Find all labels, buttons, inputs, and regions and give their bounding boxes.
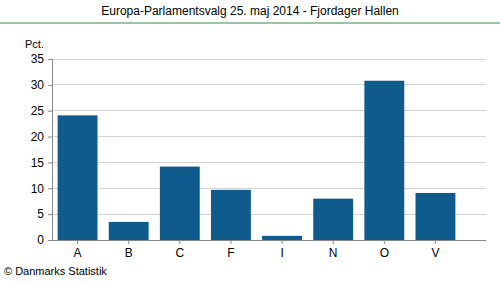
title-rule	[0, 23, 500, 24]
y-tick-mark	[48, 188, 52, 189]
bar	[160, 167, 200, 240]
x-tick-mark	[179, 240, 180, 244]
y-axis: 0 5 10 15 20 25 30 35	[31, 52, 53, 247]
x-tick-label: I	[280, 246, 283, 260]
bar	[58, 115, 98, 240]
y-tick-mark	[48, 85, 52, 86]
x-tick-mark	[333, 240, 334, 244]
x-tick-label: C	[175, 246, 184, 260]
bar	[109, 222, 149, 240]
grid-line	[52, 59, 486, 60]
x-tick-label: B	[125, 246, 133, 260]
x-tick: B	[125, 240, 133, 260]
bar	[313, 199, 353, 240]
y-tick-mark	[48, 162, 52, 163]
y-tick-mark	[48, 137, 52, 138]
y-tick: 20	[31, 130, 52, 144]
y-tick: 35	[31, 52, 52, 66]
grid-line	[52, 110, 486, 111]
x-tick-mark	[230, 240, 231, 244]
x-tick-label: O	[380, 246, 389, 260]
y-tick: 0	[37, 233, 52, 247]
y-tick-label: 5	[37, 207, 44, 221]
x-tick: V	[431, 240, 439, 260]
x-tick: A	[74, 240, 82, 260]
y-tick-label: 20	[31, 130, 45, 144]
grid-line	[52, 84, 486, 85]
y-tick-label: 35	[31, 52, 45, 66]
bar	[262, 236, 302, 240]
bar	[211, 190, 251, 240]
x-tick-mark	[384, 240, 385, 244]
source-note: © Danmarks Statistik	[4, 265, 107, 277]
y-tick-label: 15	[31, 156, 45, 170]
x-tick: N	[329, 240, 338, 260]
y-tick-mark	[48, 59, 52, 60]
grid-line	[52, 188, 486, 189]
x-tick: F	[227, 240, 234, 260]
x-tick-label: N	[329, 246, 338, 260]
chart-title: Europa-Parlamentsvalg 25. maj 2014 - Fjo…	[101, 4, 399, 18]
chart-container: Europa-Parlamentsvalg 25. maj 2014 - Fjo…	[0, 0, 500, 282]
y-tick-label: 0	[37, 233, 44, 247]
y-tick-mark	[48, 214, 52, 215]
x-tick-label: V	[431, 246, 439, 260]
y-tick: 5	[37, 207, 52, 221]
x-tick-label: A	[74, 246, 82, 260]
x-tick-mark	[77, 240, 78, 244]
grid-line	[52, 136, 486, 137]
grid-line	[52, 162, 486, 163]
y-tick: 15	[31, 156, 52, 170]
grid	[52, 59, 486, 240]
y-tick-mark	[48, 111, 52, 112]
bar	[364, 81, 404, 240]
y-tick: 10	[31, 182, 52, 196]
chart-svg: Europa-Parlamentsvalg 25. maj 2014 - Fjo…	[0, 0, 500, 282]
bar	[415, 193, 455, 240]
x-tick-mark	[282, 240, 283, 244]
y-tick: 30	[31, 78, 52, 92]
y-tick-mark	[48, 240, 52, 241]
x-axis-line	[52, 240, 486, 241]
x-axis: ABCFINOV	[52, 240, 486, 260]
x-tick-mark	[435, 240, 436, 244]
y-tick-label: 30	[31, 78, 45, 92]
x-tick-label: F	[227, 246, 234, 260]
y-axis-line	[48, 60, 53, 241]
y-tick-label: 10	[31, 182, 45, 196]
y-tick: 25	[31, 104, 52, 118]
x-tick-mark	[128, 240, 129, 244]
y-tick-label: 25	[31, 104, 45, 118]
x-tick: O	[380, 240, 389, 260]
x-tick: I	[280, 240, 283, 260]
bars	[58, 81, 456, 240]
x-tick: C	[175, 240, 184, 260]
y-axis-title: Pct.	[25, 38, 44, 50]
